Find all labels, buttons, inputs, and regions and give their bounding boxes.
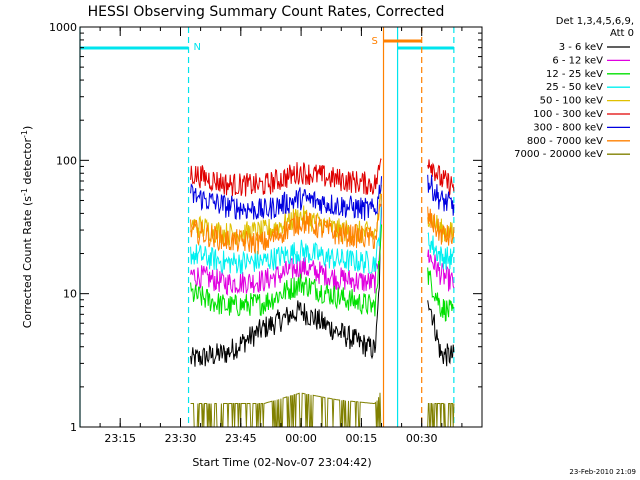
series-line-6-post — [427, 159, 455, 196]
x-tick-label: 23:30 — [165, 432, 197, 445]
x-tick-label: 23:15 — [104, 432, 136, 445]
legend-header: Att 0 — [610, 28, 634, 39]
y-axis-label: Corrected Count Rate (s-1 detector-1) — [20, 126, 34, 329]
y-axis: 1 10 100 1000 — [49, 21, 482, 434]
x-tick-label: 00:15 — [346, 432, 378, 445]
series-line-8-pre — [190, 193, 382, 255]
legend-entry-label: 7000 - 20000 keV — [514, 149, 603, 160]
legend-entry-label: 100 - 300 keV — [533, 109, 603, 120]
series-line-2-post — [427, 249, 455, 292]
annotation-label: N — [194, 42, 201, 53]
legend-entry-label: 50 - 100 keV — [540, 96, 604, 107]
footer-timestamp: 23-Feb-2010 21:09 — [569, 468, 636, 476]
series-line-7-post — [427, 174, 455, 216]
legend-entry-label: 800 - 7000 keV — [527, 136, 603, 147]
legend-entry-label: 6 - 12 keV — [552, 55, 603, 66]
series-line-6-pre — [190, 158, 382, 197]
y-tick-label: 1000 — [49, 21, 77, 34]
series-line-7-pre — [190, 176, 382, 221]
x-axis: 23:15 23:30 23:45 00:00 00:15 00:30 — [79, 27, 483, 445]
series-line-3-post — [427, 267, 455, 322]
annotation-label: S — [372, 36, 378, 47]
chart-title: HESSI Observing Summary Count Rates, Cor… — [88, 4, 445, 20]
series-line-4-post — [427, 232, 455, 270]
series-line-3-pre — [190, 224, 382, 317]
y-tick-label: 100 — [56, 154, 77, 167]
legend-entry-label: 12 - 25 keV — [546, 69, 603, 80]
series-line-4-pre — [190, 195, 382, 275]
legend-entry-label: 3 - 6 keV — [559, 42, 603, 53]
series-line-9-post — [427, 403, 455, 428]
series-layer — [190, 158, 455, 428]
y-tick-label: 10 — [63, 288, 77, 301]
x-tick-label: 23:45 — [225, 432, 257, 445]
x-axis-label: Start Time (02-Nov-07 23:04:42) — [192, 456, 371, 469]
y-tick-label: 1 — [70, 421, 77, 434]
legend: Det 1,3,4,5,6,9,Att 0 3 - 6 keV 6 - 12 keV… — [514, 16, 634, 160]
x-tick-label: 00:00 — [285, 432, 317, 445]
series-line-1-post — [427, 300, 455, 367]
legend-entry-label: 25 - 50 keV — [546, 82, 603, 93]
legend-header: Det 1,3,4,5,6,9, — [556, 16, 634, 27]
annotation-layer: NS — [79, 27, 455, 427]
series-line-1-pre — [190, 206, 382, 367]
x-tick-label: 00:30 — [406, 432, 438, 445]
series-line-9-pre — [190, 392, 382, 428]
legend-entry-label: 300 - 800 keV — [533, 122, 603, 133]
series-line-8-post — [427, 206, 455, 246]
